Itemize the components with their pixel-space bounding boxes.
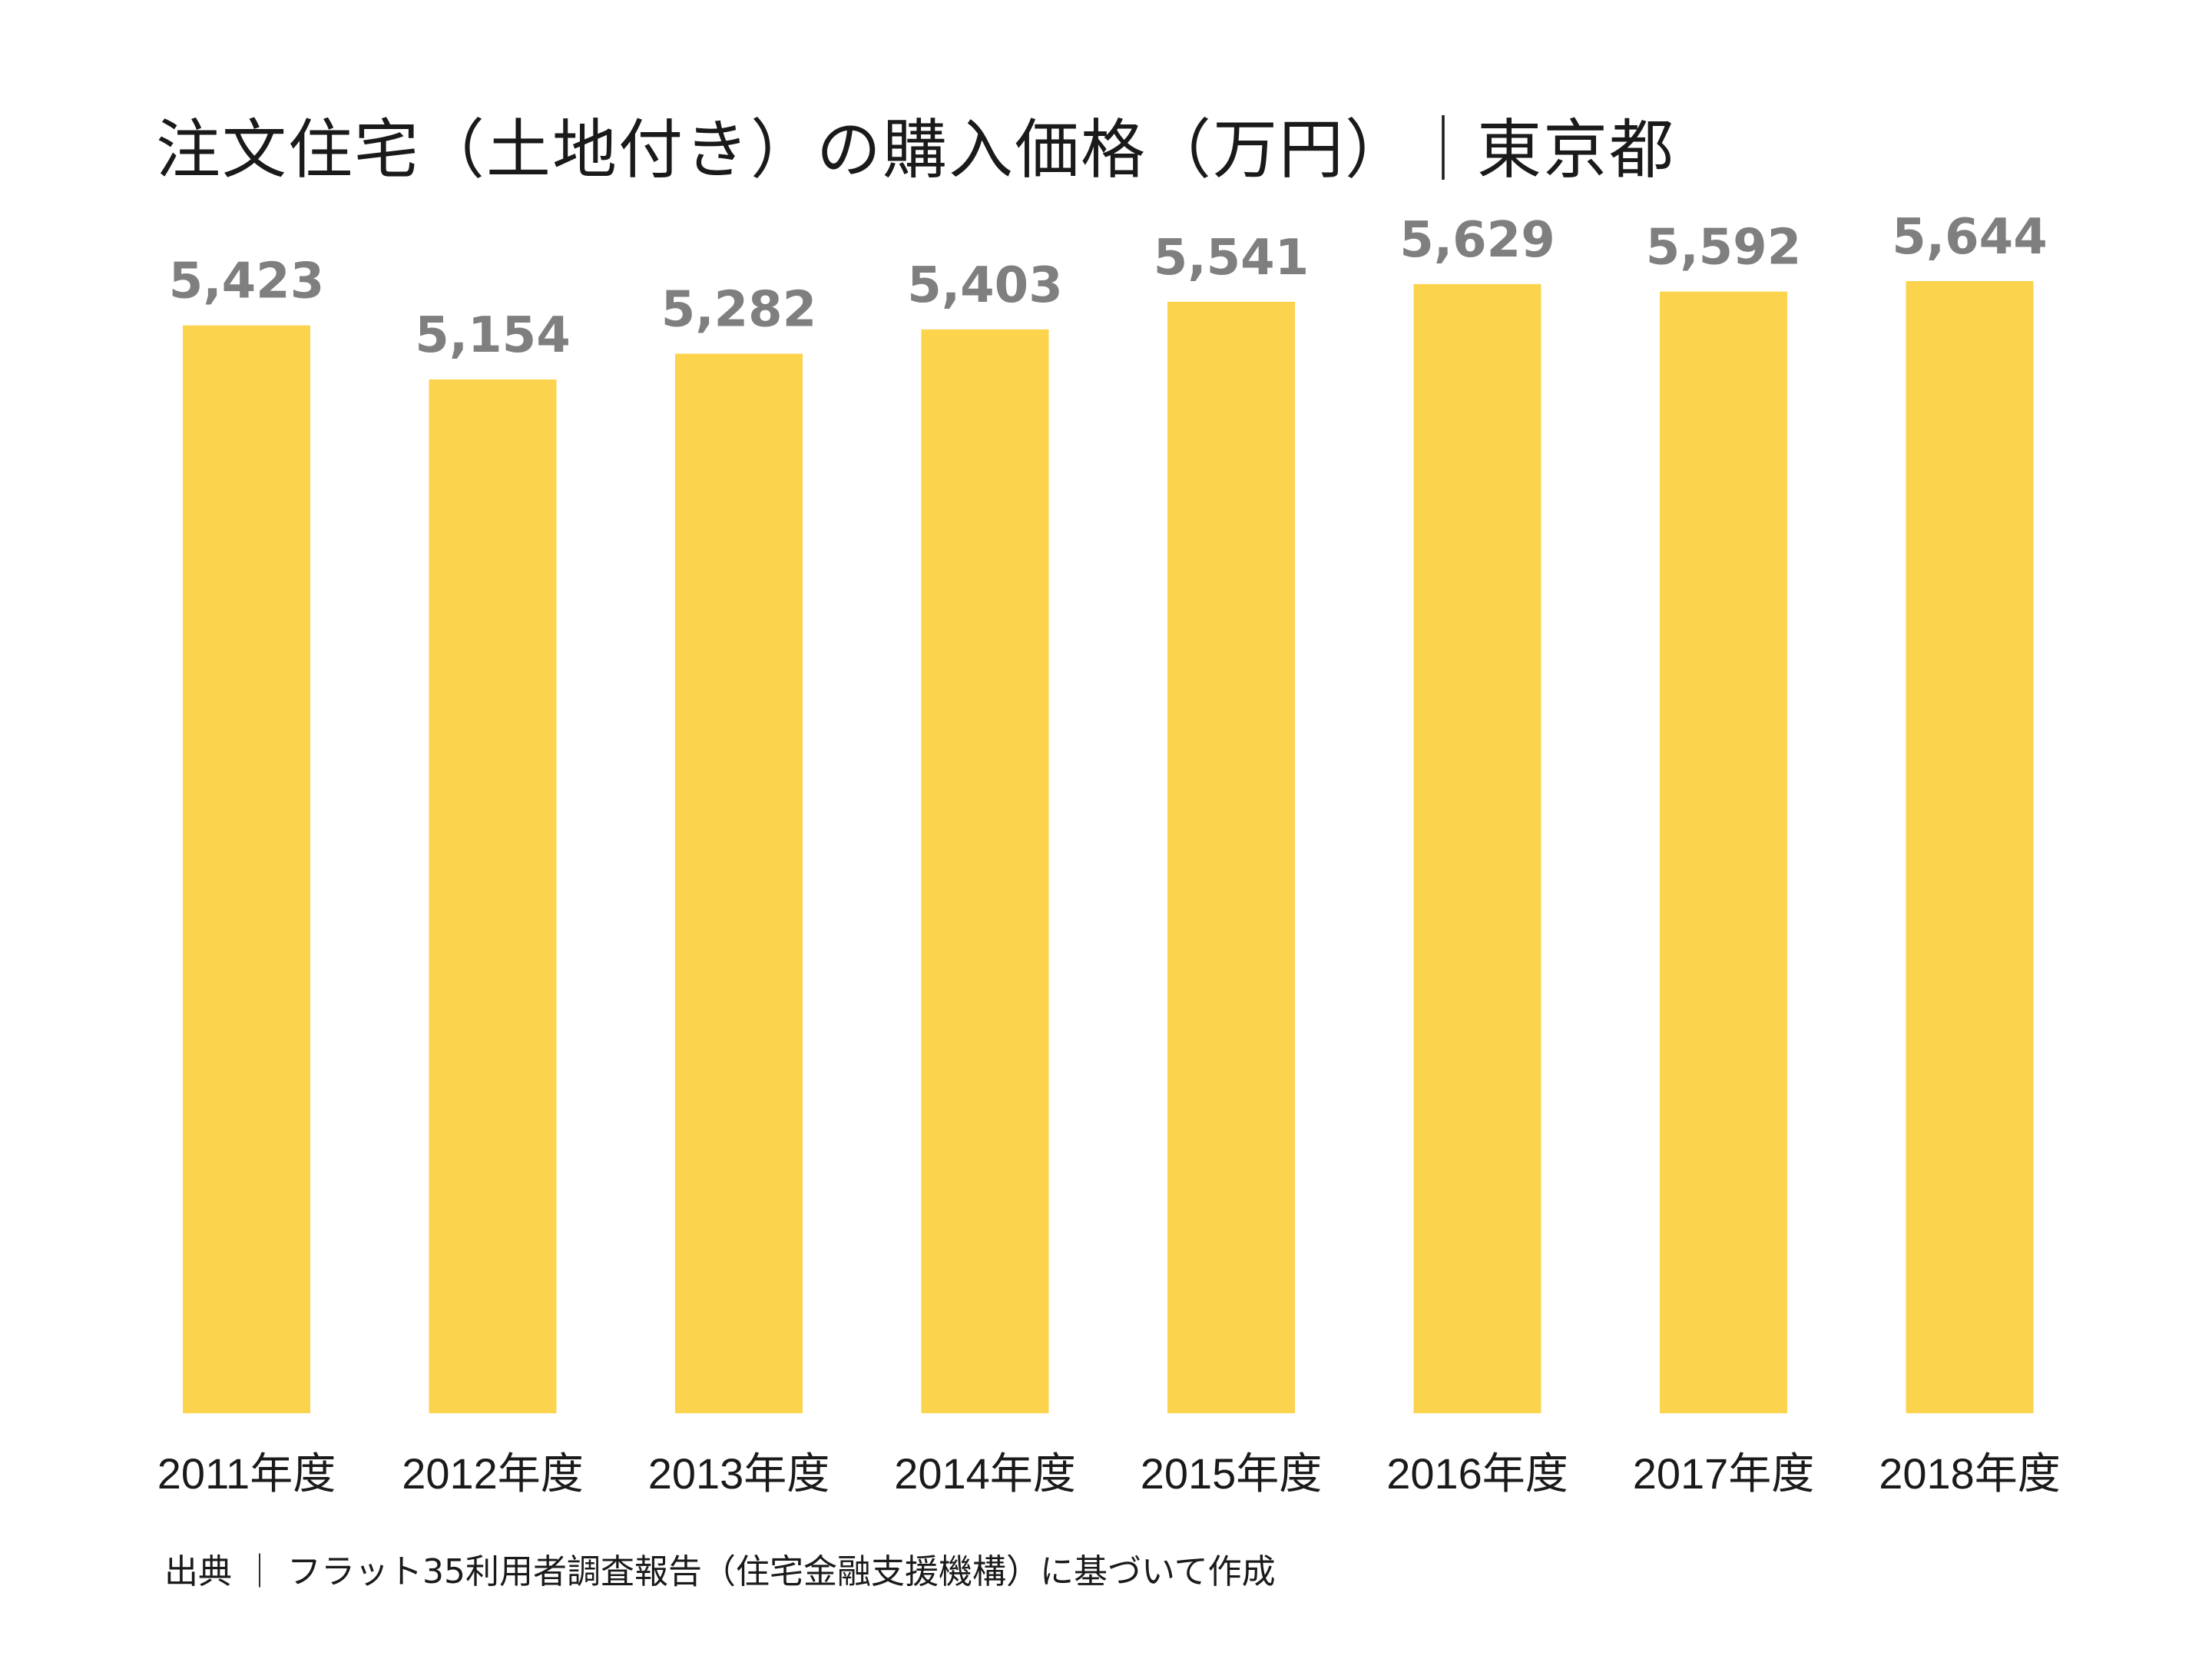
value-label: 5,154	[415, 307, 570, 364]
category-label: 2017年度	[1633, 1449, 1815, 1498]
bar-2012年度	[429, 379, 557, 1413]
value-label: 5,541	[1154, 230, 1309, 286]
category-label: 2011年度	[157, 1449, 336, 1498]
bar-2017年度	[1660, 291, 1787, 1414]
category-labels-group: 2011年度 2012年度 2013年度 2014年度 2015年度 2016年度 2017…	[157, 1449, 2061, 1498]
source-note: 出典 ｜ フラット35利用者調査報告（住宅金融支援機構）に基づいて作成	[164, 1552, 1276, 1591]
category-label: 2013年度	[648, 1449, 830, 1498]
bar-2011年度	[183, 325, 310, 1414]
bar-2018年度	[1906, 281, 2034, 1413]
category-label: 2012年度	[402, 1449, 584, 1498]
value-label: 5,403	[907, 257, 1062, 314]
chart-title: 注文住宅（土地付き）の購入価格（万円）｜東京都	[156, 112, 1676, 187]
value-label: 5,644	[1892, 209, 2047, 266]
category-label: 2018年度	[1879, 1449, 2061, 1498]
bar-2014年度	[921, 329, 1049, 1413]
value-label: 5,592	[1646, 220, 1801, 276]
value-label: 5,423	[169, 253, 324, 310]
category-label: 2014年度	[894, 1449, 1076, 1498]
category-label: 2015年度	[1141, 1449, 1323, 1498]
category-label: 2016年度	[1386, 1449, 1568, 1498]
bar-2013年度	[675, 353, 803, 1413]
bar-2015年度	[1167, 301, 1295, 1413]
value-label: 5,629	[1399, 212, 1555, 269]
value-labels-group: 5,423 5,154 5,282 5,403 5,541 5,629 5,592 5,644	[169, 209, 2048, 364]
bar-2016年度	[1413, 283, 1541, 1413]
value-label: 5,282	[661, 282, 816, 339]
bars-group	[183, 281, 2034, 1414]
